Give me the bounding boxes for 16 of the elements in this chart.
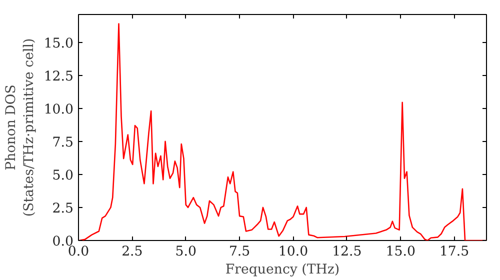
x-tick-label: 0.0 bbox=[68, 244, 90, 260]
y-tick-label: 7.5 bbox=[52, 135, 74, 150]
x-tick-label: 15.0 bbox=[386, 244, 416, 260]
y-tick-label: 5.0 bbox=[52, 168, 74, 184]
x-axis-title: Frequency (THz) bbox=[225, 262, 340, 278]
y-axis-title: Phonon DOS (States/THz·primitive cell) bbox=[4, 38, 37, 217]
y-tick-label: 2.5 bbox=[52, 201, 74, 216]
x-tick-label: 10.0 bbox=[278, 244, 308, 260]
x-tick-label: 17.5 bbox=[439, 244, 470, 260]
x-tick-label: 2.5 bbox=[122, 244, 143, 260]
y-tick-label: 12.5 bbox=[44, 69, 74, 84]
x-tick-label: 5.0 bbox=[175, 244, 196, 260]
x-tick-label: 7.5 bbox=[228, 244, 250, 260]
y-tick-label: 10.0 bbox=[44, 102, 74, 118]
y-tick-label: 15.0 bbox=[44, 36, 74, 52]
x-tick-label: 12.5 bbox=[332, 244, 362, 260]
